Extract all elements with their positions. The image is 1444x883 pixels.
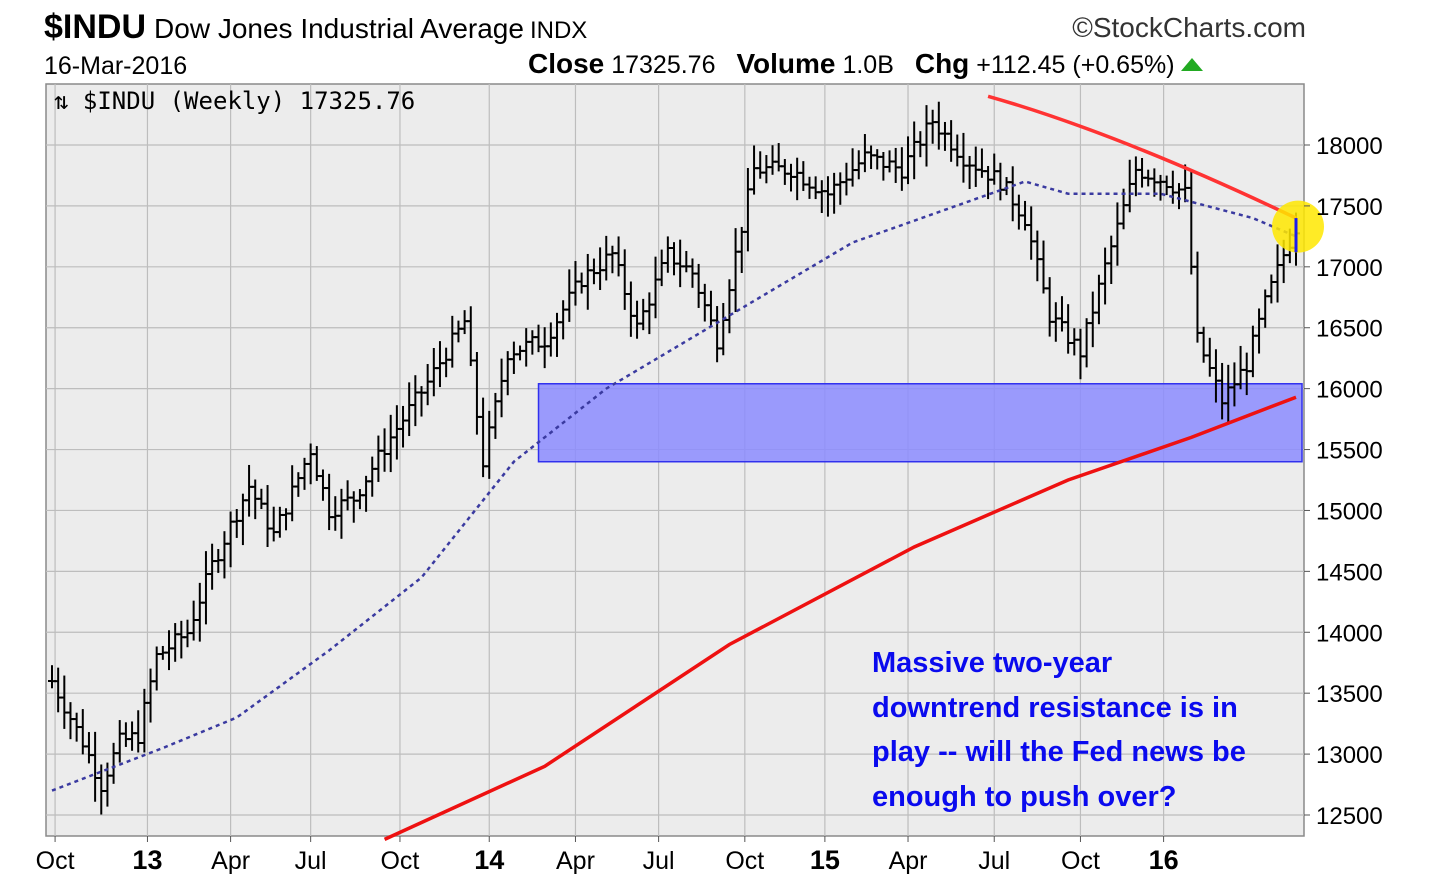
x-tick-label: Oct [36,847,75,875]
downtrend-resistance-line [987,94,1297,220]
y-tick-label: 13500 [1316,681,1383,708]
y-tick-label: 18000 [1316,133,1383,160]
legend-text: $INDU (Weekly) 17325.76 [82,87,416,115]
x-tick-label: Jul [978,847,1010,875]
index-name: Dow Jones Industrial Average [154,13,524,44]
up-arrow-icon [1180,57,1203,71]
y-tick-label: 17000 [1316,255,1383,282]
x-tick-label: Apr [211,847,250,875]
chart-date: 16-Mar-2016 [44,52,188,80]
close-value: 17325.76 [611,51,716,79]
x-tick-label: Oct [1061,847,1100,875]
y-tick-label: 12500 [1316,803,1383,830]
brand-watermark[interactable]: ©StockCharts.com [1072,12,1306,43]
x-tick-label: 13 [132,845,162,875]
x-tick-label: Jul [643,847,675,875]
highlight-marker [1272,200,1324,253]
x-tick-label: Jul [295,847,327,875]
x-tick-label: Apr [889,847,928,875]
change-value: +112.45 (+0.65%) [976,51,1175,79]
x-tick-label: 15 [810,845,840,875]
y-axis: 12500 13000 13500 14000 14500 15000 15500 16000… [1304,133,1383,830]
y-tick-label: 14500 [1316,559,1383,586]
chart-title: $INDU Dow Jones Industrial Average INDX [44,8,587,47]
y-tick-label: 16500 [1316,316,1383,343]
symbol-label: $INDU [44,8,147,46]
y-tick-label: 15500 [1316,438,1383,465]
quote-stats: Close 17325.76 Volume 1.0B Chg +112.45 (… [528,48,1203,80]
y-tick-label: 14000 [1316,620,1383,647]
x-tick-label: Oct [725,847,764,875]
y-tick-label: 16000 [1316,377,1383,404]
short-moving-average-line [51,180,1297,792]
x-tick-label: Oct [380,847,419,875]
chart-legend: ⇅ $INDU (Weekly) 17325.76 [54,87,415,115]
y-tick-label: 15000 [1316,498,1383,525]
support-zone [537,383,1303,463]
price-bars-icon: ⇅ [54,87,69,115]
x-tick-label: 16 [1149,845,1179,875]
y-tick-label: 13000 [1316,742,1383,769]
annotation-note: Massive two-year downtrend resistance is… [872,647,1246,813]
volume-label: Volume [736,48,836,79]
y-tick-label: 17500 [1316,194,1383,221]
support-zone-rect [537,383,1303,463]
volume-value: 1.0B [842,51,894,79]
x-tick-label: 14 [474,845,504,875]
indicator-lines [51,94,1324,841]
exchange-label: INDX [529,17,588,44]
close-label: Close [528,48,605,79]
price-bars [48,101,1300,815]
x-axis: Oct 13 Apr Jul Oct 14 Apr Jul Oct 15 Apr Jul Oct 16 [36,836,1179,875]
long-moving-average-line [383,395,1297,841]
change-label: Chg [914,48,970,79]
x-tick-label: Apr [556,847,595,875]
